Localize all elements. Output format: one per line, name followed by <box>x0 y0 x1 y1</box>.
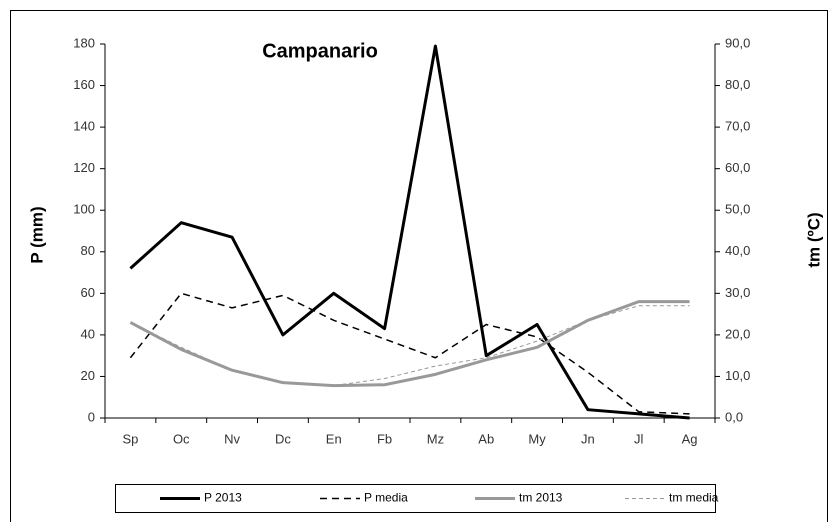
y-tick-label: 20 <box>81 368 95 383</box>
y2-tick-label: 80,0 <box>725 77 750 92</box>
y-tick-label: 0 <box>88 409 95 424</box>
x-tick-label: En <box>326 431 342 446</box>
x-tick-label: Nv <box>224 431 240 446</box>
y-tick-label: 180 <box>73 35 95 50</box>
y2-tick-label: 20,0 <box>725 326 750 341</box>
x-tick-label: Oc <box>173 431 190 446</box>
y-axis-label: P (mm) <box>27 206 46 263</box>
x-tick-label: Ag <box>682 431 698 446</box>
y-tick-label: 160 <box>73 77 95 92</box>
x-tick-label: Fb <box>377 431 392 446</box>
chart-title: Campanario <box>262 40 378 62</box>
y-tick-label: 80 <box>81 243 95 258</box>
legend-box <box>115 484 716 513</box>
y-tick-label: 100 <box>73 202 95 217</box>
series-line <box>129 44 690 420</box>
y-tick-label: 120 <box>73 160 95 175</box>
y2-tick-label: 50,0 <box>725 202 750 217</box>
y2-axis-label: tm (ºC) <box>804 212 823 267</box>
y2-tick-label: 30,0 <box>725 285 750 300</box>
legend-label: P 2013 <box>204 491 242 505</box>
y2-tick-label: 70,0 <box>725 119 750 134</box>
legend-label: tm media <box>669 491 719 505</box>
series-line <box>129 300 690 388</box>
x-tick-label: My <box>528 431 546 446</box>
x-tick-label: Jl <box>634 431 644 446</box>
legend-label: tm 2013 <box>519 491 563 505</box>
y-tick-label: 40 <box>81 326 95 341</box>
chart-border <box>10 10 828 522</box>
legend-label: P media <box>364 491 408 505</box>
y-tick-label: 60 <box>81 285 95 300</box>
y2-tick-label: 10,0 <box>725 368 750 383</box>
y2-tick-label: 60,0 <box>725 160 750 175</box>
x-tick-label: Mz <box>427 431 444 446</box>
y2-tick-label: 0,0 <box>725 409 743 424</box>
series-line <box>129 292 690 415</box>
x-tick-label: Ab <box>478 431 494 446</box>
x-tick-label: Dc <box>275 431 291 446</box>
x-tick-label: Sp <box>122 431 138 446</box>
y-tick-label: 140 <box>73 119 95 134</box>
y2-tick-label: 40,0 <box>725 243 750 258</box>
y2-tick-label: 90,0 <box>725 35 750 50</box>
x-tick-label: Jn <box>581 431 595 446</box>
